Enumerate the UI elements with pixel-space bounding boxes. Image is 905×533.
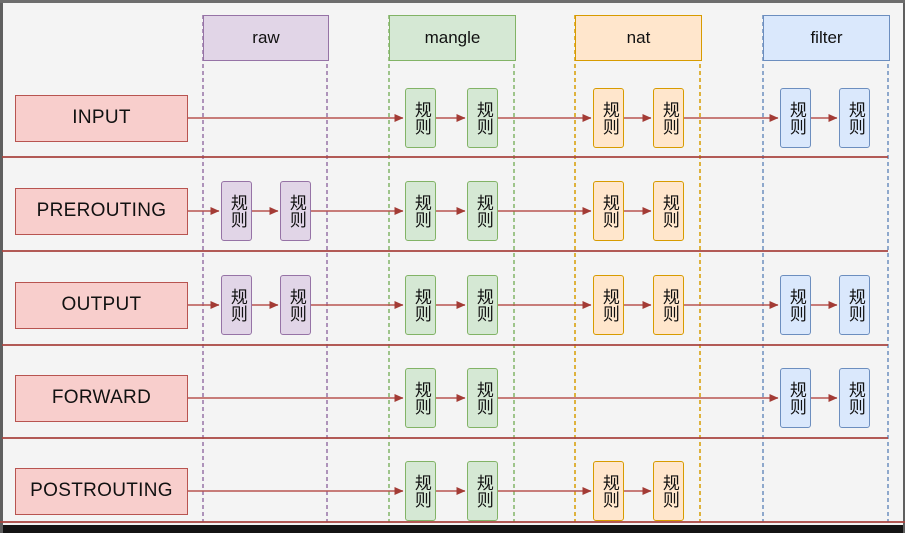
chain-box-prerouting: PREROUTING — [15, 187, 188, 235]
table-header-raw: raw — [203, 15, 329, 61]
table-header-mangle: mangle — [389, 15, 516, 61]
rule-box-filter: 规则 — [780, 88, 811, 148]
chain-box-postrouting: POSTROUTING — [15, 467, 188, 515]
table-header-nat: nat — [575, 15, 702, 61]
rule-box-mangle: 规则 — [405, 88, 436, 148]
rule-box-raw: 规则 — [280, 275, 311, 335]
rule-box-nat: 规则 — [653, 181, 684, 241]
chain-box-input: INPUT — [15, 94, 188, 142]
rule-box-mangle: 规则 — [467, 88, 498, 148]
rule-box-nat: 规则 — [593, 181, 624, 241]
rule-box-filter: 规则 — [839, 368, 870, 428]
rule-box-mangle: 规则 — [405, 461, 436, 521]
rule-box-nat: 规则 — [653, 275, 684, 335]
rule-box-nat: 规则 — [593, 461, 624, 521]
rule-box-filter: 规则 — [839, 275, 870, 335]
rule-box-mangle: 规则 — [405, 181, 436, 241]
rule-box-nat: 规则 — [653, 88, 684, 148]
rule-box-mangle: 规则 — [405, 275, 436, 335]
rule-box-mangle: 规则 — [467, 181, 498, 241]
rule-box-filter: 规则 — [780, 275, 811, 335]
rule-box-mangle: 规则 — [467, 275, 498, 335]
rule-box-filter: 规则 — [780, 368, 811, 428]
rule-box-filter: 规则 — [839, 88, 870, 148]
rule-box-raw: 规则 — [221, 181, 252, 241]
rule-box-nat: 规则 — [593, 275, 624, 335]
rule-box-nat: 规则 — [593, 88, 624, 148]
rule-box-raw: 规则 — [280, 181, 311, 241]
rule-box-raw: 规则 — [221, 275, 252, 335]
rule-box-nat: 规则 — [653, 461, 684, 521]
chain-box-output: OUTPUT — [15, 281, 188, 329]
rule-box-mangle: 规则 — [467, 368, 498, 428]
chain-box-forward: FORWARD — [15, 374, 188, 422]
table-header-filter: filter — [763, 15, 890, 61]
rule-box-mangle: 规则 — [405, 368, 436, 428]
rule-box-mangle: 规则 — [467, 461, 498, 521]
